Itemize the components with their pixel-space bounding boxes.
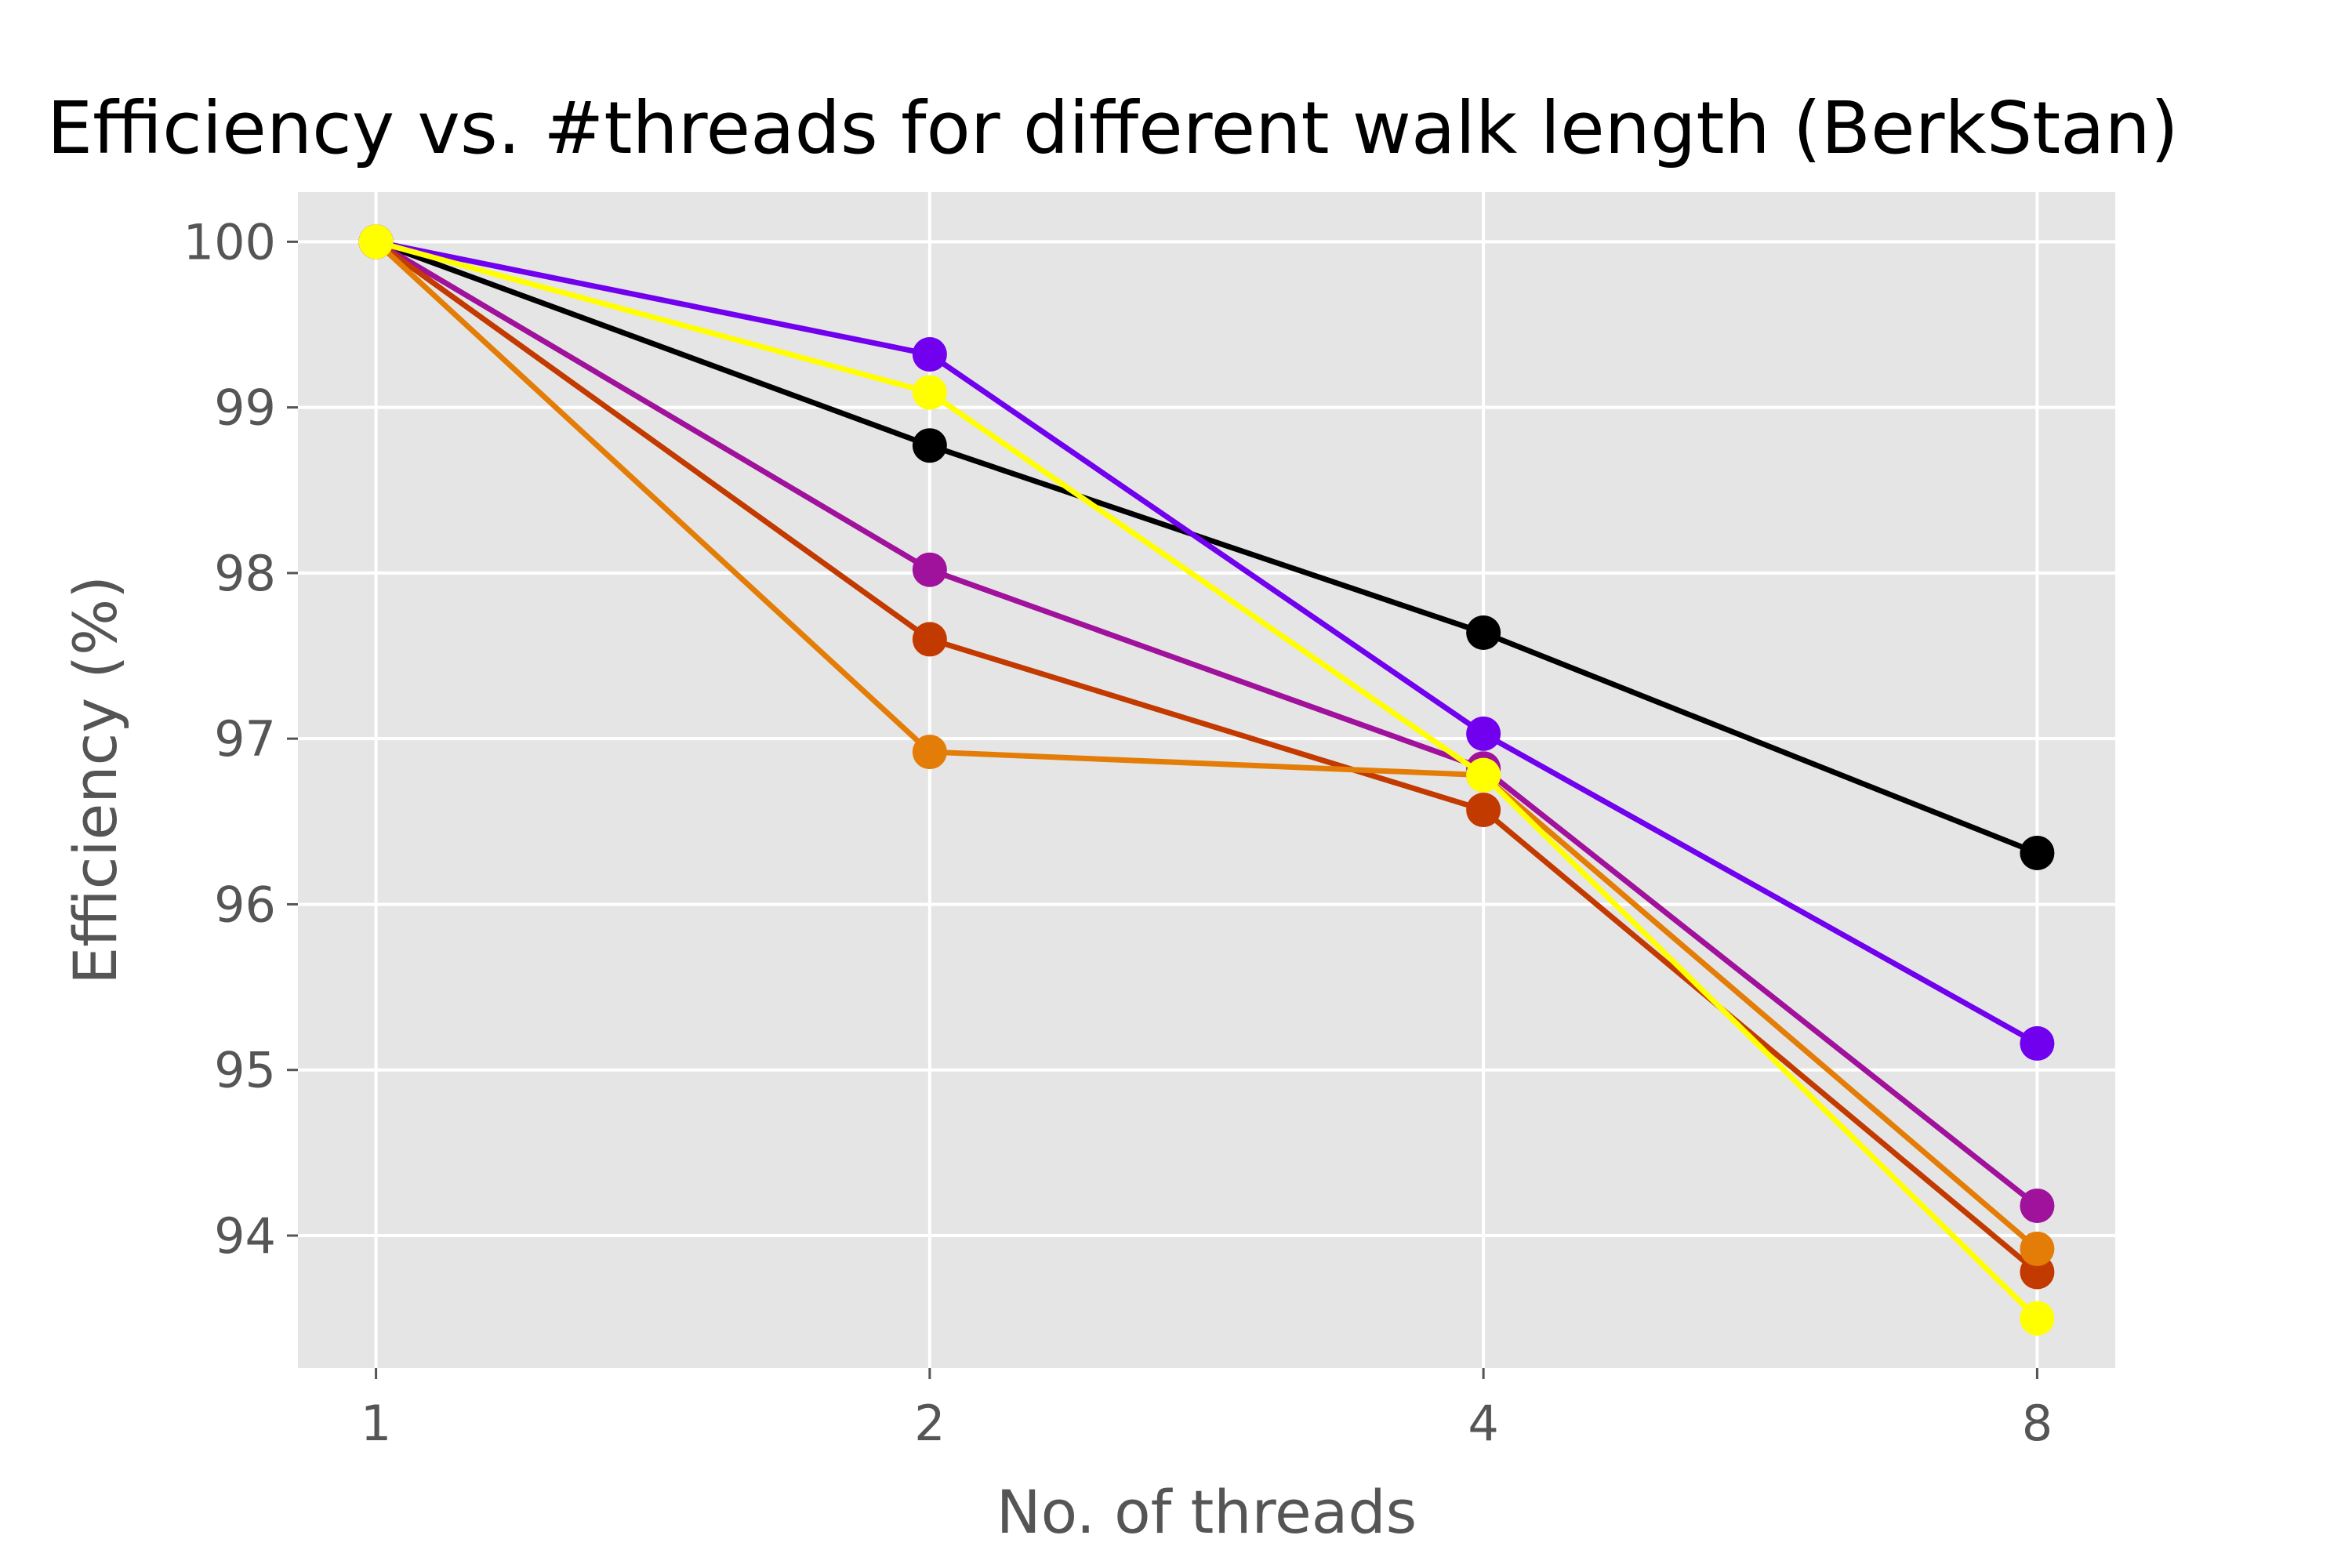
data-point: [358, 224, 394, 260]
data-point: [2020, 1025, 2055, 1061]
data-point: [2020, 835, 2055, 870]
data-point: [912, 428, 947, 463]
series-group: [358, 224, 2055, 1336]
data-point: [912, 735, 947, 770]
series-line: [375, 239, 2039, 1321]
series-line: [374, 239, 2039, 1275]
y-tick-label: 94: [214, 1207, 276, 1265]
series-line: [374, 239, 2039, 1208]
chart-title: Efficiency vs. #threads for different wa…: [47, 86, 2179, 170]
x-axis-ticks: 1 2 4 8: [361, 1368, 2053, 1452]
data-point: [912, 375, 947, 410]
y-tick-label: 99: [214, 379, 276, 437]
data-point: [2020, 1301, 2055, 1336]
data-point: [912, 552, 947, 587]
data-point: [1466, 716, 1501, 751]
data-point: [1466, 793, 1501, 828]
data-point: [2020, 1231, 2055, 1266]
series-line: [375, 239, 2038, 856]
y-tick-label: 97: [214, 710, 276, 768]
x-tick-label: 2: [914, 1395, 945, 1452]
y-axis-label: Efficiency (%): [60, 575, 130, 985]
data-point: [1466, 615, 1501, 650]
series-6: [358, 224, 2055, 1336]
y-tick-label: 95: [214, 1042, 276, 1099]
data-point: [1466, 757, 1501, 793]
x-tick-label: 4: [1468, 1395, 1498, 1452]
grid: [298, 192, 2115, 1368]
plot-area: [298, 192, 2115, 1368]
x-tick-label: 1: [361, 1395, 391, 1452]
x-tick-label: 8: [2022, 1395, 2053, 1452]
y-tick-label: 100: [183, 213, 276, 270]
y-tick-label: 98: [214, 545, 276, 602]
x-axis-label: No. of threads: [996, 1477, 1417, 1547]
data-point: [912, 622, 947, 657]
data-point: [912, 337, 947, 372]
y-tick-label: 96: [214, 876, 276, 933]
y-axis-ticks: 94 95 96 97 98 99 100: [183, 213, 298, 1265]
series-line: [375, 238, 2039, 1046]
data-point: [2020, 1188, 2055, 1223]
series-line: [374, 239, 2039, 1251]
